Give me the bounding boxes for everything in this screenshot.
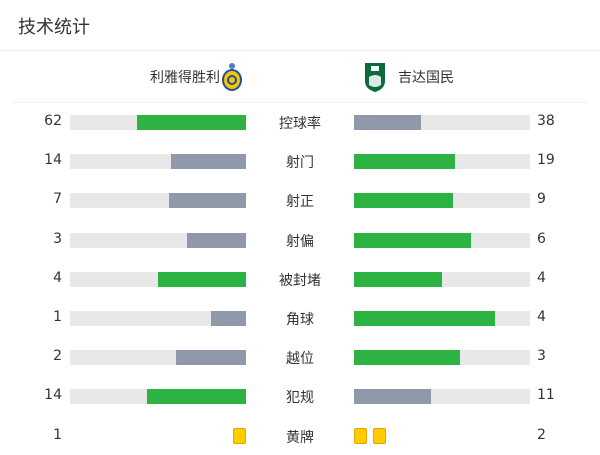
home-bar-fill — [175, 350, 246, 366]
home-bar — [70, 271, 246, 287]
home-bar-fill — [147, 389, 246, 405]
home-bar — [70, 389, 246, 405]
home-value: 3 — [53, 230, 62, 247]
home-bar-fill — [169, 193, 246, 209]
stat-label: 被封堵 — [279, 272, 321, 289]
away-bar-fill — [354, 311, 495, 326]
home-value: 2 — [53, 348, 62, 365]
page-title: 技术统计 — [18, 17, 90, 38]
home-bar-fill — [187, 232, 246, 248]
stat-row: 4 被封堵 4 — [0, 269, 600, 289]
away-value: 6 — [537, 230, 546, 247]
away-value: 9 — [537, 191, 546, 208]
stat-label: 角球 — [286, 312, 314, 328]
teams-header: 利雅得胜利 吉达国民 — [0, 60, 600, 92]
stat-row: 7 射正 9 — [0, 190, 600, 210]
home-bar-fill — [171, 154, 246, 170]
stat-label: 射门 — [286, 155, 314, 172]
divider — [12, 102, 588, 103]
stat-label: 控球率 — [279, 116, 321, 132]
home-team-logo-icon[interactable] — [221, 62, 243, 92]
home-bar — [70, 154, 246, 170]
home-bar — [70, 193, 246, 209]
stat-row: 3 射偏 6 — [0, 230, 600, 250]
home-bar-fill — [210, 311, 246, 326]
home-bar — [70, 232, 246, 248]
stat-row: 14 犯规 11 — [0, 386, 600, 406]
away-team-name[interactable]: 吉达国民 — [398, 70, 454, 86]
home-value: 14 — [44, 387, 62, 404]
away-bar-fill — [354, 232, 472, 248]
away-bar — [354, 271, 530, 287]
stat-label: 射偏 — [286, 233, 314, 250]
home-value: 7 — [53, 191, 62, 208]
away-value: 19 — [537, 152, 555, 169]
away-bar-fill — [354, 193, 453, 209]
yellow-card-row: 1 黄牌 2 — [0, 426, 600, 446]
away-bar — [354, 154, 530, 170]
away-bar — [354, 311, 530, 326]
home-bar — [70, 311, 246, 326]
away-bar — [354, 193, 530, 209]
stat-label: 越位 — [286, 351, 314, 368]
away-bar — [354, 232, 530, 248]
away-value: 3 — [537, 348, 546, 365]
home-bar-fill — [158, 271, 246, 287]
away-bar-fill — [354, 350, 460, 366]
away-bar-fill — [354, 271, 442, 287]
away-value: 38 — [537, 113, 555, 129]
home-bar — [70, 115, 246, 130]
away-value: 4 — [537, 269, 546, 286]
home-value: 62 — [44, 113, 62, 129]
away-bar-fill — [354, 389, 432, 405]
yellow-card-icon — [233, 427, 246, 444]
home-value: 14 — [44, 152, 62, 169]
stat-label: 黄牌 — [286, 429, 314, 446]
home-bar — [70, 350, 246, 366]
home-value: 4 — [53, 269, 62, 286]
stat-row: 14 射门 19 — [0, 151, 600, 171]
away-value: 11 — [537, 387, 555, 404]
yellow-card-icon — [373, 427, 386, 444]
away-bar-fill — [354, 154, 456, 170]
divider — [0, 50, 600, 51]
away-value: 4 — [537, 309, 546, 325]
away-value: 2 — [537, 426, 546, 443]
away-bar — [354, 350, 530, 366]
stat-row: 1 角球 4 — [0, 308, 600, 328]
yellow-card-icon — [354, 427, 367, 444]
away-bar — [354, 115, 530, 130]
away-team-logo-icon[interactable] — [364, 61, 386, 93]
stat-row: 62 控球率 38 — [0, 112, 600, 132]
away-bar-fill — [354, 115, 421, 130]
away-bar — [354, 389, 530, 405]
home-value: 1 — [53, 426, 62, 443]
stat-label: 射正 — [286, 194, 314, 211]
home-team-name[interactable]: 利雅得胜利 — [150, 70, 220, 86]
stat-label: 犯规 — [286, 390, 314, 407]
home-value: 1 — [53, 309, 62, 325]
home-bar-fill — [136, 115, 246, 130]
stat-row: 2 越位 3 — [0, 347, 600, 367]
